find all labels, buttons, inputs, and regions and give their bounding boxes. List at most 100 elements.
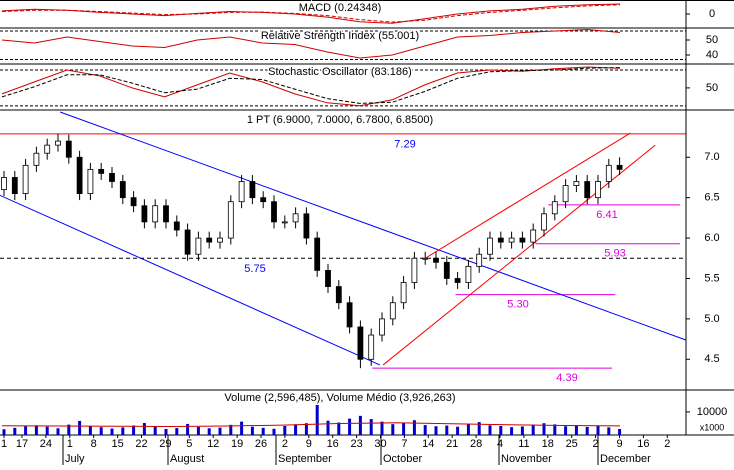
candle-body bbox=[595, 181, 601, 199]
volume-bar bbox=[304, 423, 308, 435]
candle-body bbox=[65, 140, 72, 158]
x-tick-label: 1 bbox=[67, 438, 73, 450]
y-tick-label: 50 bbox=[706, 34, 718, 46]
x-tick-label: 24 bbox=[40, 438, 52, 450]
candle-body bbox=[303, 213, 310, 239]
volume-bar bbox=[574, 425, 578, 435]
candle-body bbox=[389, 302, 396, 320]
volume-bar bbox=[272, 428, 276, 435]
volume-bar bbox=[261, 427, 265, 435]
candle-body bbox=[163, 205, 169, 223]
y-tick-label: 4.5 bbox=[704, 353, 719, 365]
panel-title: Relative Strength Index (55.001) bbox=[261, 30, 419, 42]
candle-body bbox=[33, 152, 40, 166]
candle-body bbox=[98, 168, 105, 174]
x-tick-label: 21 bbox=[446, 438, 458, 450]
volume-bar bbox=[132, 425, 136, 435]
volume-bar bbox=[196, 426, 200, 435]
volume-bar bbox=[229, 424, 233, 435]
candle-body bbox=[519, 237, 526, 243]
volume-bar bbox=[402, 423, 406, 435]
candle-body bbox=[87, 168, 94, 195]
x-tick-label: 12 bbox=[207, 438, 219, 450]
candle-body bbox=[292, 213, 299, 223]
candle-body bbox=[227, 201, 234, 239]
volume-bar bbox=[466, 423, 470, 435]
x-tick-label: 25 bbox=[566, 438, 578, 450]
volume-bar bbox=[240, 421, 244, 435]
candle-body bbox=[249, 181, 256, 199]
volume-bar bbox=[45, 426, 49, 435]
level-label: 5.93 bbox=[604, 248, 625, 260]
candle-body bbox=[271, 201, 277, 223]
volume-bar bbox=[337, 422, 341, 435]
volume-bar bbox=[618, 429, 622, 435]
candle-body bbox=[22, 164, 29, 195]
candle-body bbox=[454, 278, 461, 283]
candle-body bbox=[400, 282, 407, 304]
candle-body bbox=[346, 302, 353, 328]
candle-body bbox=[141, 205, 148, 223]
volume-bar bbox=[24, 426, 28, 435]
x-tick-label: 2 bbox=[282, 438, 288, 450]
x-tick-label: 8 bbox=[91, 438, 97, 450]
y-tick-label: 0 bbox=[709, 8, 715, 20]
x-tick-label: 2 bbox=[664, 438, 670, 450]
candle-body bbox=[11, 177, 18, 195]
volume-bar bbox=[56, 428, 60, 435]
candle-body bbox=[195, 237, 202, 255]
volume-bar bbox=[542, 423, 546, 435]
candle-body bbox=[443, 261, 450, 279]
candle-body bbox=[605, 164, 612, 182]
volume-bar bbox=[520, 426, 524, 435]
panel-title: 1 PT (6.9000, 7.0000, 6.7800, 6.8500) bbox=[247, 114, 433, 126]
y-unit: x1000 bbox=[700, 422, 725, 432]
candle-body bbox=[487, 237, 493, 255]
y-tick-label: 5.0 bbox=[704, 313, 719, 325]
y-tick-label: 6.0 bbox=[704, 232, 719, 244]
volume-bar bbox=[13, 427, 17, 435]
month-label: October bbox=[383, 453, 422, 465]
volume-bar bbox=[553, 424, 557, 435]
candle-body bbox=[130, 197, 137, 207]
candle-body bbox=[476, 253, 483, 267]
volume-bar bbox=[456, 426, 460, 435]
candle-body bbox=[497, 237, 504, 243]
volume-bar bbox=[67, 424, 71, 435]
volume-bar bbox=[294, 424, 298, 435]
volume-bar bbox=[531, 424, 535, 435]
trend-line bbox=[0, 194, 381, 366]
x-tick-label: 1 bbox=[1, 438, 7, 450]
volume-bar bbox=[121, 427, 125, 435]
candle-body bbox=[562, 185, 569, 203]
x-tick-label: 4 bbox=[497, 438, 503, 450]
candle-body bbox=[335, 286, 342, 304]
panel-title: Volume (2,596,485), Volume Médio (3,926,… bbox=[224, 392, 455, 404]
indicator-line bbox=[1, 28, 621, 59]
indicator-line bbox=[1, 4, 621, 23]
candle-body bbox=[119, 181, 126, 199]
x-tick-label: 17 bbox=[16, 438, 28, 450]
volume-bar bbox=[434, 426, 438, 435]
volume-bar bbox=[477, 422, 481, 435]
level-label: 4.39 bbox=[556, 372, 577, 384]
indicator-line bbox=[1, 3, 621, 24]
month-label: December bbox=[600, 453, 651, 465]
panel-title: Stochastic Oscillator (83.186) bbox=[268, 66, 412, 78]
volume-bar bbox=[78, 420, 82, 435]
volume-bar bbox=[34, 425, 38, 435]
month-label: July bbox=[65, 453, 85, 465]
candle-body bbox=[314, 237, 321, 271]
volume-bar bbox=[499, 426, 503, 435]
candle-body bbox=[616, 164, 623, 170]
candle-body bbox=[76, 156, 83, 195]
candle-body bbox=[530, 229, 537, 243]
candle-body bbox=[465, 265, 472, 283]
candle-body bbox=[368, 334, 375, 360]
candle-body bbox=[433, 257, 439, 263]
candle-body bbox=[1, 177, 7, 190]
volume-bar bbox=[2, 429, 6, 435]
